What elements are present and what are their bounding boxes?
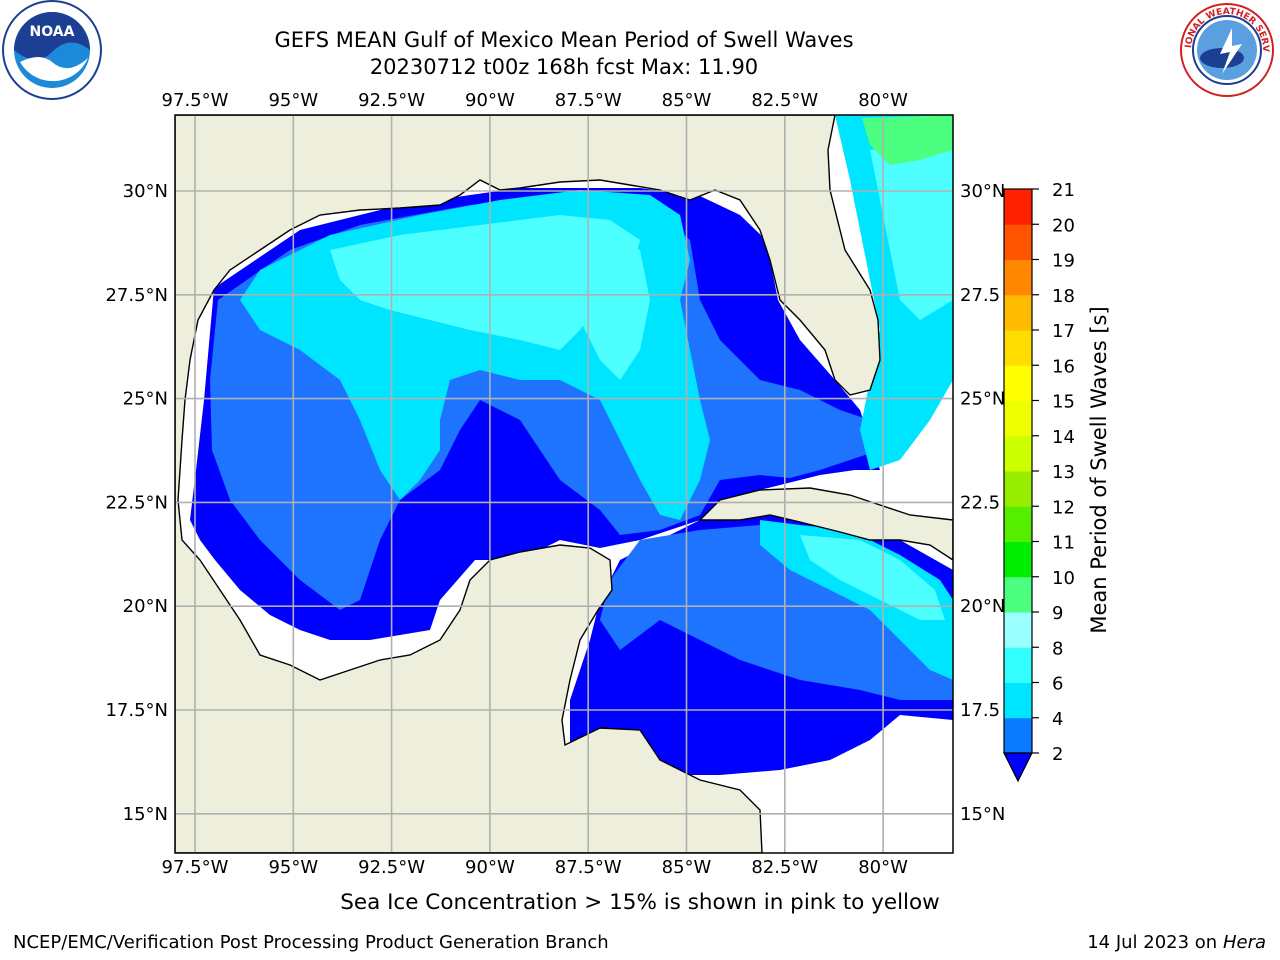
colorbar-tick-label: 19	[1052, 251, 1075, 272]
land-cuba	[698, 487, 953, 561]
colorbar-tick-label: 8	[1052, 638, 1063, 659]
colorbar-segment	[1004, 682, 1032, 719]
colorbar-segment	[1004, 647, 1032, 683]
colorbar-tick-label: 20	[1052, 215, 1075, 236]
lon-tick-label-bottom: 87.5°W	[555, 857, 622, 878]
colorbar: 2 4 6 8 9 10 11 12 13 14 15 16 17 18 19 20 21	[1003, 180, 1075, 783]
colorbar-tick-label: 10	[1052, 568, 1075, 589]
colorbar-segment	[1004, 471, 1032, 507]
lon-ticks-bottom: 97.5°W 95°W 92.5°W 90°W 87.5°W 85°W 82.5°W 80°W	[162, 857, 909, 878]
sea-ice-note: Sea Ice Concentration > 15% is shown in …	[340, 890, 940, 915]
lat-tick-label-right: 27.5	[960, 285, 1000, 306]
colorbar-tick-label: 11	[1052, 533, 1075, 554]
map-area	[175, 115, 953, 853]
colorbar-tick-label: 12	[1052, 497, 1075, 518]
lon-tick-label-top: 97.5°W	[162, 90, 229, 111]
colorbar-segment	[1004, 435, 1032, 472]
colorbar-segment	[1004, 330, 1032, 366]
land-north-america	[175, 115, 881, 853]
lon-tick-label-top: 92.5°W	[358, 90, 425, 111]
footer-machine: Hera	[1222, 932, 1266, 953]
colorbar-segment	[1004, 189, 1032, 225]
colorbar-tick-label: 6	[1052, 674, 1063, 695]
lat-tick-label-right: 17.5	[960, 700, 1000, 721]
lon-tick-label-top: 95°W	[268, 90, 318, 111]
colorbar-tick-label: 14	[1052, 427, 1075, 448]
lat-tick-label-right: 20°N	[960, 596, 1005, 617]
colorbar-segment	[1004, 541, 1032, 578]
map-frame	[174, 114, 954, 854]
noaa-logo: NOAA	[2, 0, 102, 100]
swell-field-atlantic-light	[870, 140, 953, 320]
lon-tick-label-bottom: 97.5°W	[162, 857, 229, 878]
lon-tick-label-bottom: 80°W	[858, 857, 908, 878]
lat-tick-label-left: 25°N	[123, 389, 168, 410]
lon-ticks-top: 97.5°W 95°W 92.5°W 90°W 87.5°W 85°W 82.5°W 80°W	[162, 90, 909, 111]
map-subtitle: 20230712 t00z 168h fcst Max: 11.90	[369, 55, 759, 79]
lat-tick-label-right: 30°N	[960, 181, 1005, 202]
colorbar-tick-label: 18	[1052, 286, 1075, 307]
lat-ticks-right: 30°N 27.5 25°N 22.5 20°N 17.5 15°N	[960, 181, 1005, 825]
lat-tick-label-left: 15°N	[123, 804, 168, 825]
noaa-logo-text: NOAA	[30, 24, 75, 40]
lat-tick-label-right: 25°N	[960, 389, 1005, 410]
lon-tick-label-top: 85°W	[662, 90, 712, 111]
colorbar-label: Mean Period of Swell Waves [s]	[1087, 306, 1111, 633]
colorbar-under-arrow	[1003, 752, 1033, 783]
footer-date: 14 Jul 2023 on Hera	[1087, 932, 1266, 953]
colorbar-tick-label: 9	[1052, 603, 1063, 624]
colorbar-segment	[1004, 259, 1032, 296]
colorbar-segment	[1004, 400, 1032, 437]
map-gridlines	[175, 115, 953, 853]
lat-tick-label-left: 27.5°N	[105, 285, 168, 306]
swell-field-atlantic-green	[862, 115, 953, 165]
colorbar-tick-label: 21	[1052, 180, 1075, 201]
map-title: GEFS MEAN Gulf of Mexico Mean Period of …	[274, 28, 854, 52]
colorbar-tick-label: 2	[1052, 744, 1063, 765]
lon-tick-label-top: 80°W	[858, 90, 908, 111]
lat-tick-label-right: 22.5	[960, 492, 1000, 513]
lat-tick-label-left: 17.5°N	[105, 700, 168, 721]
lat-tick-label-left: 30°N	[123, 181, 168, 202]
lon-tick-label-bottom: 92.5°W	[358, 857, 425, 878]
lat-ticks-left: 30°N 27.5°N 25°N 22.5°N 20°N 17.5°N 15°N	[105, 181, 168, 825]
lat-tick-label-right: 15°N	[960, 804, 1005, 825]
lat-tick-label-left: 22.5°N	[105, 492, 168, 513]
colorbar-tick-label: 13	[1052, 462, 1075, 483]
swell-field-light-cyan-2	[560, 230, 650, 380]
footer-credit: NCEP/EMC/Verification Post Processing Pr…	[13, 932, 609, 953]
lon-tick-label-bottom: 85°W	[662, 857, 712, 878]
colorbar-segment	[1004, 506, 1032, 542]
lon-tick-label-bottom: 82.5°W	[751, 857, 818, 878]
lon-tick-label-bottom: 90°W	[465, 857, 515, 878]
colorbar-segment	[1004, 576, 1032, 613]
nws-logo: NATIONAL WEATHER SERVICE	[1172, 0, 1274, 97]
lon-tick-label-top: 87.5°W	[555, 90, 622, 111]
swell-field-cyan-caribbean	[760, 520, 953, 680]
colorbar-tick-label: 17	[1052, 321, 1075, 342]
colorbar-segment	[1004, 294, 1032, 331]
swell-field-blue-caribbean	[600, 525, 953, 700]
colorbar-tick-label: 16	[1052, 356, 1075, 377]
lon-tick-label-bottom: 95°W	[268, 857, 318, 878]
swell-field-light-cyan-caribbean	[800, 535, 945, 620]
colorbar-tick-label: 15	[1052, 392, 1075, 413]
lon-tick-label-top: 82.5°W	[751, 90, 818, 111]
colorbar-segment	[1004, 717, 1032, 754]
colorbar-segment	[1004, 365, 1032, 401]
colorbar-tick-label: 4	[1052, 709, 1063, 730]
lon-tick-label-top: 90°W	[465, 90, 515, 111]
colorbar-segment	[1004, 612, 1032, 648]
colorbar-segment	[1004, 224, 1032, 260]
lat-tick-label-left: 20°N	[123, 596, 168, 617]
